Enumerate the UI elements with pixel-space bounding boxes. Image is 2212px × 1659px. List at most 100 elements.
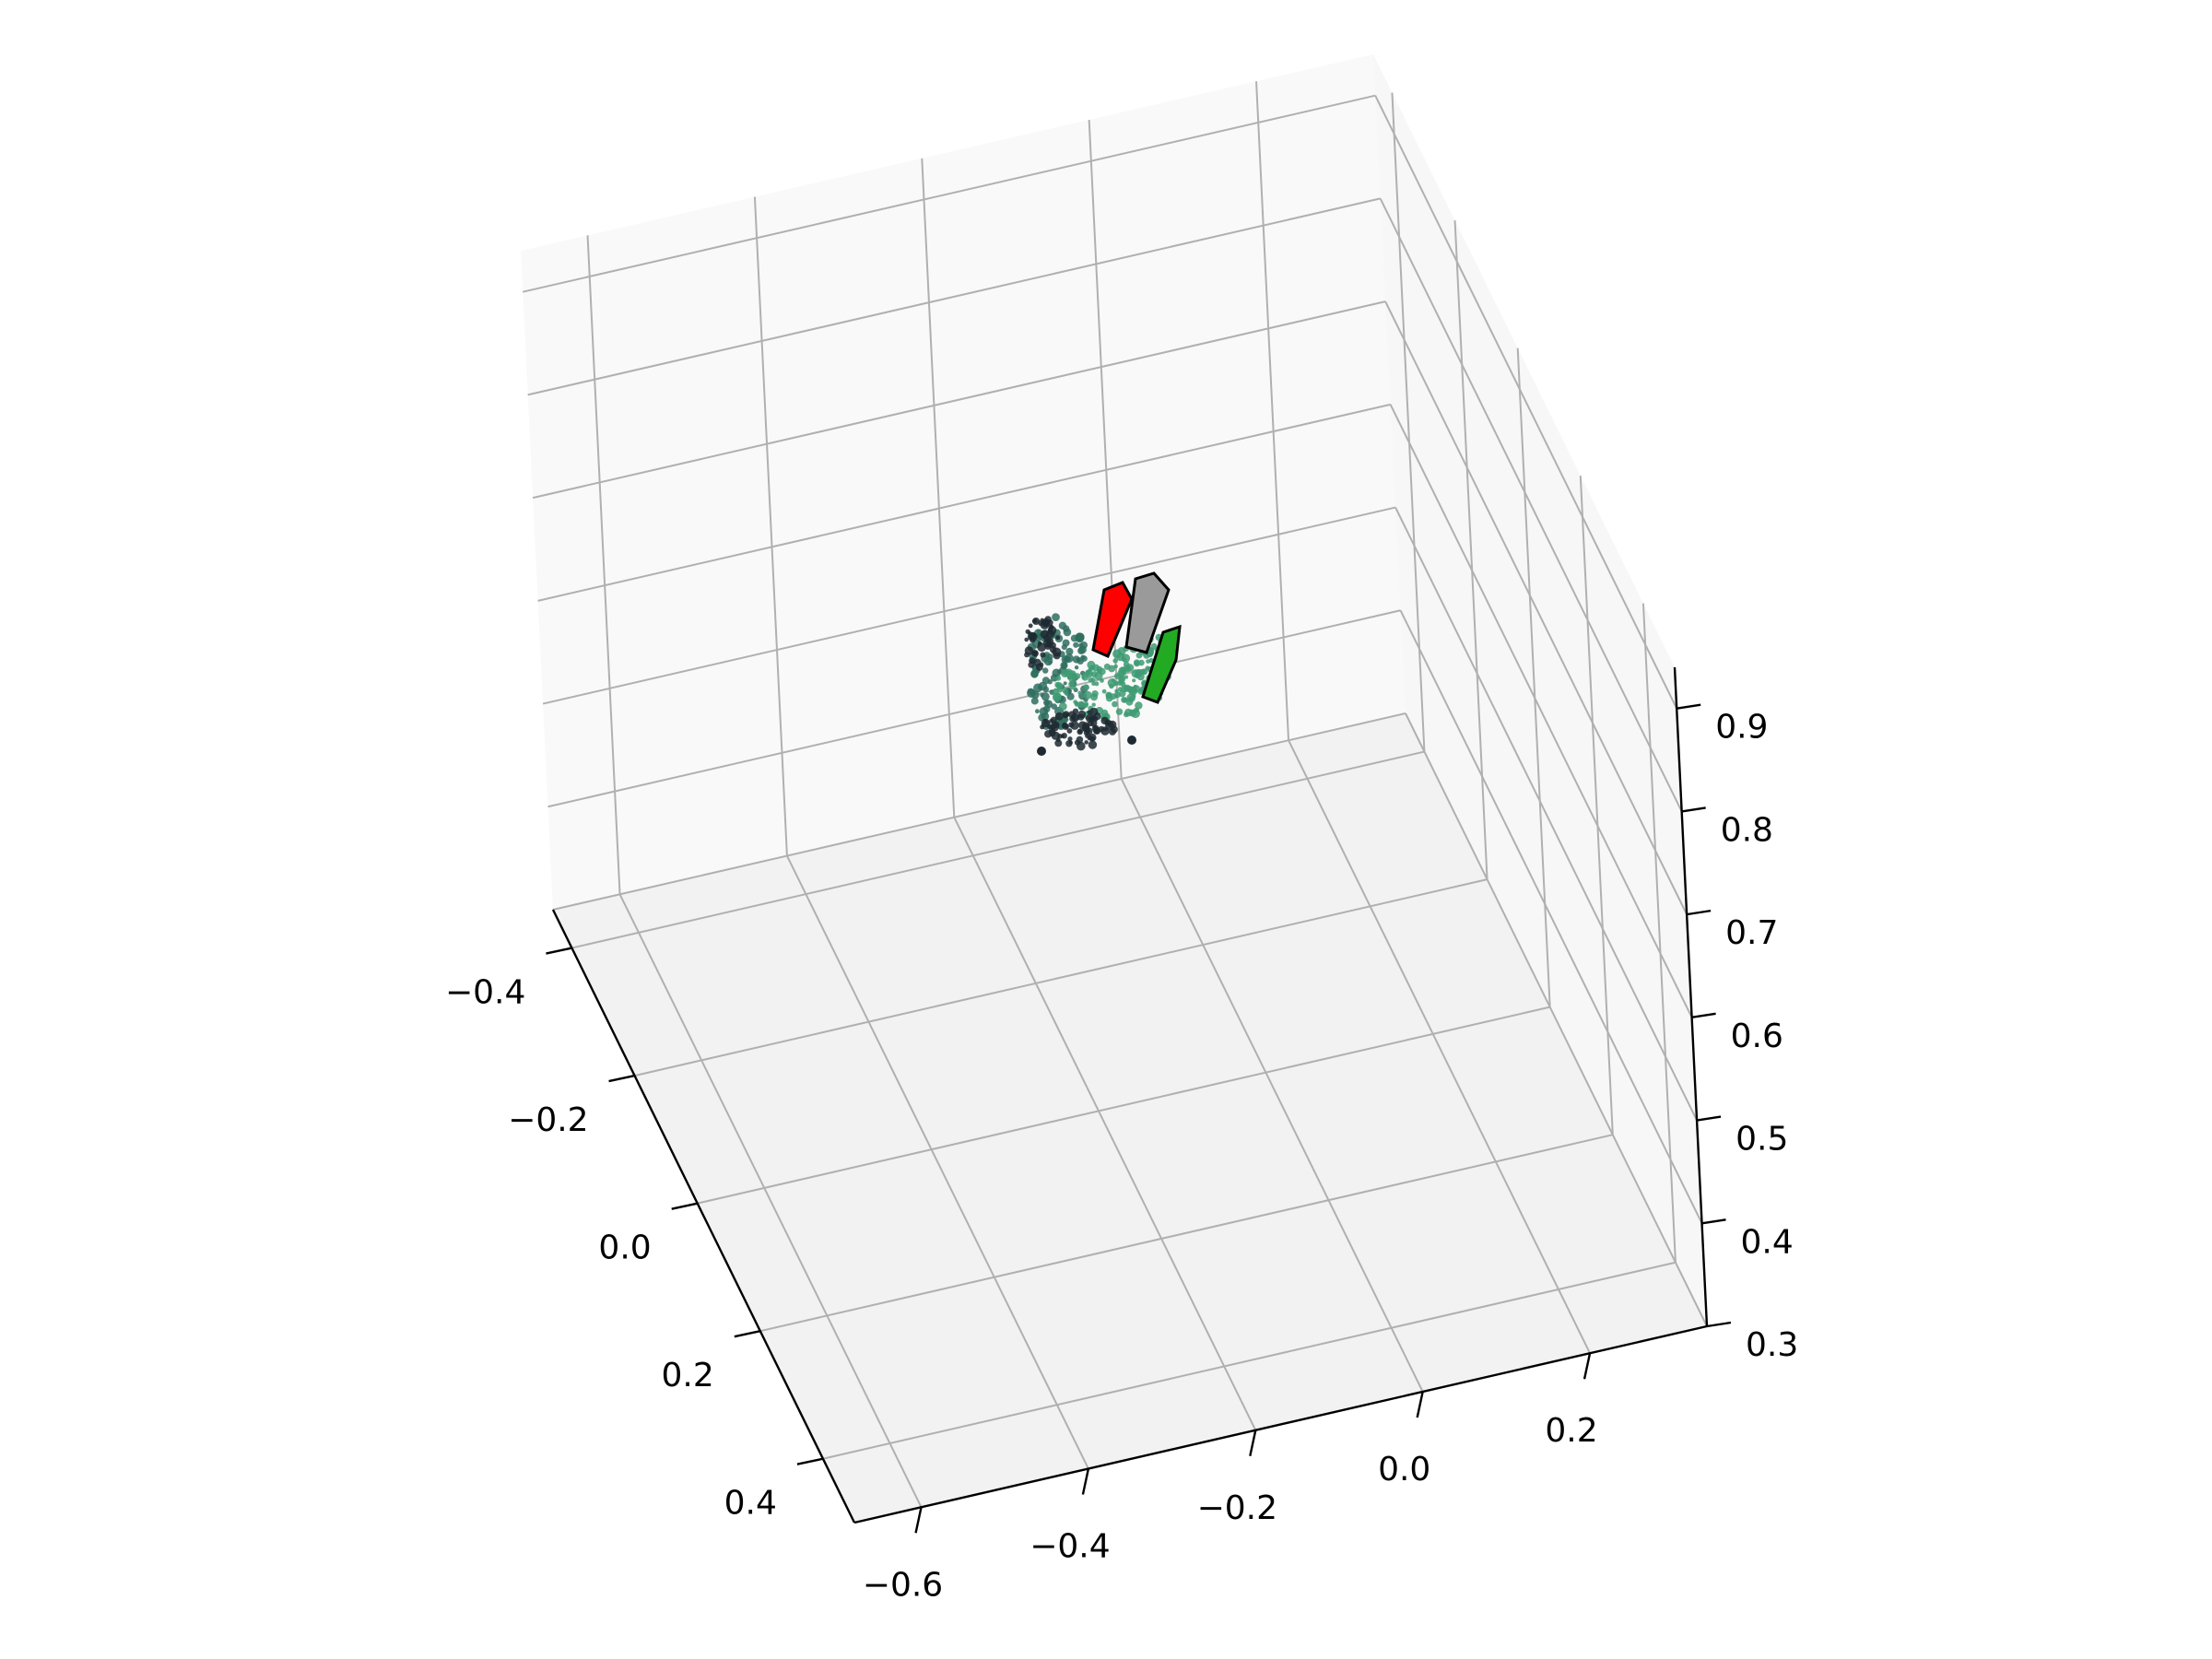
cloud-point [1089, 719, 1098, 727]
grid-line-back-y [586, 235, 621, 895]
cloud-point [1068, 722, 1075, 728]
cloud-point [1073, 641, 1079, 648]
cloud-point [1065, 656, 1071, 662]
cloud-point [1074, 665, 1079, 670]
grid-line-back-z [537, 403, 1391, 602]
cloud-point [1128, 696, 1135, 702]
cloud-point [1068, 740, 1073, 745]
x-tick-mark [608, 1074, 635, 1083]
cloud-point [1084, 740, 1088, 745]
cloud-point [1122, 657, 1127, 662]
cloud-point [1145, 665, 1150, 671]
cloud-point [1088, 677, 1093, 683]
cloud-point [1141, 668, 1148, 676]
grid-line-side-x [1516, 347, 1551, 1007]
cloud-point [1047, 628, 1053, 632]
cloud-point [1031, 650, 1039, 656]
cloud-point [1040, 724, 1045, 730]
z-tick-label: 0.3 [1746, 1326, 1798, 1364]
cloud-point [1128, 687, 1138, 696]
cloud-point [1040, 652, 1046, 658]
cloud-point [1108, 665, 1116, 673]
cloud-point [1083, 690, 1092, 700]
cloud-point [1113, 680, 1119, 687]
gripper-gray-box [1124, 571, 1171, 654]
z-tick-label: 0.6 [1731, 1018, 1783, 1055]
cloud-point [1033, 658, 1041, 667]
cloud-point [1068, 681, 1075, 688]
cloud-point [1134, 660, 1140, 667]
x-tick-mark [796, 1457, 824, 1465]
cloud-point [1024, 637, 1029, 642]
z-axis-line [1673, 666, 1709, 1327]
x-axis-line [551, 909, 856, 1524]
cloud-point [1073, 700, 1077, 704]
z-tick-mark [1677, 703, 1701, 710]
grid-line-side-z [1399, 609, 1703, 1224]
x-tick-label: 0.4 [724, 1485, 777, 1523]
y-tick-label: −0.4 [1030, 1528, 1110, 1566]
cloud-point [1105, 694, 1113, 702]
cloud-point [1054, 739, 1063, 747]
tick-marks [546, 703, 1732, 1534]
cloud-point [1109, 728, 1116, 735]
x-tick-label: 0.2 [662, 1357, 714, 1394]
cloud-point [1056, 669, 1062, 675]
cloud-point [1037, 685, 1042, 690]
cloud-point [1091, 690, 1099, 698]
grid-line-back-z [522, 94, 1376, 293]
grid-line-floor-y [618, 893, 923, 1508]
cloud-point [1090, 736, 1096, 742]
z-tick-mark [1696, 1115, 1722, 1122]
y-tick-mark [1583, 1352, 1592, 1380]
x-tick-mark [546, 947, 572, 955]
cloud-point [1030, 670, 1039, 678]
grid-line-back-y [1255, 81, 1290, 741]
cloud-point [1052, 613, 1060, 621]
cloud-point [1027, 688, 1035, 695]
cloud-point [1028, 623, 1033, 629]
cloud-point [1052, 692, 1062, 702]
cloud-point [1077, 700, 1085, 709]
cloud-point [1063, 681, 1067, 686]
z-tick-mark [1686, 909, 1712, 916]
cloud-point [1047, 679, 1053, 685]
cloud-point [1090, 671, 1098, 677]
cloud-point [1077, 657, 1084, 665]
x-tick-mark [734, 1330, 761, 1338]
grid-line-floor-y [786, 855, 1089, 1469]
cloud-point [1048, 660, 1053, 665]
cloud-point [1037, 642, 1047, 653]
grid-line-back-z [542, 506, 1396, 705]
cloud-point [1043, 699, 1050, 706]
cloud-point [1091, 681, 1096, 686]
cloud-point [1135, 701, 1143, 710]
z-tick-label: 0.9 [1715, 709, 1768, 747]
cloud-point [1033, 618, 1038, 623]
cloud-point [1062, 723, 1069, 730]
cloud-point [1124, 712, 1129, 718]
cloud-point [1088, 716, 1093, 722]
back-pane [521, 54, 1406, 910]
grid-line-floor-x [759, 1134, 1614, 1333]
cloud-point [1065, 647, 1074, 656]
y-tick-mark [1081, 1468, 1090, 1495]
cloud-point [1069, 673, 1074, 678]
cloud-point [1083, 703, 1088, 708]
x-tick-label: −0.4 [445, 974, 525, 1012]
cloud-point [1089, 707, 1099, 716]
point-cloud [1024, 613, 1175, 756]
grid-line-side-z [1374, 95, 1678, 710]
cloud-point [1077, 728, 1083, 735]
cloud-point [1060, 734, 1065, 738]
cloud-point [1024, 646, 1034, 655]
cloud-point [1137, 688, 1145, 695]
cloud-point [1131, 709, 1140, 719]
cloud-point [1123, 661, 1130, 667]
cloud-point [1043, 719, 1048, 724]
cloud-point [1046, 641, 1053, 648]
side-pane [1373, 54, 1707, 1326]
cloud-point [1088, 740, 1098, 749]
cloud-point [1066, 728, 1073, 734]
